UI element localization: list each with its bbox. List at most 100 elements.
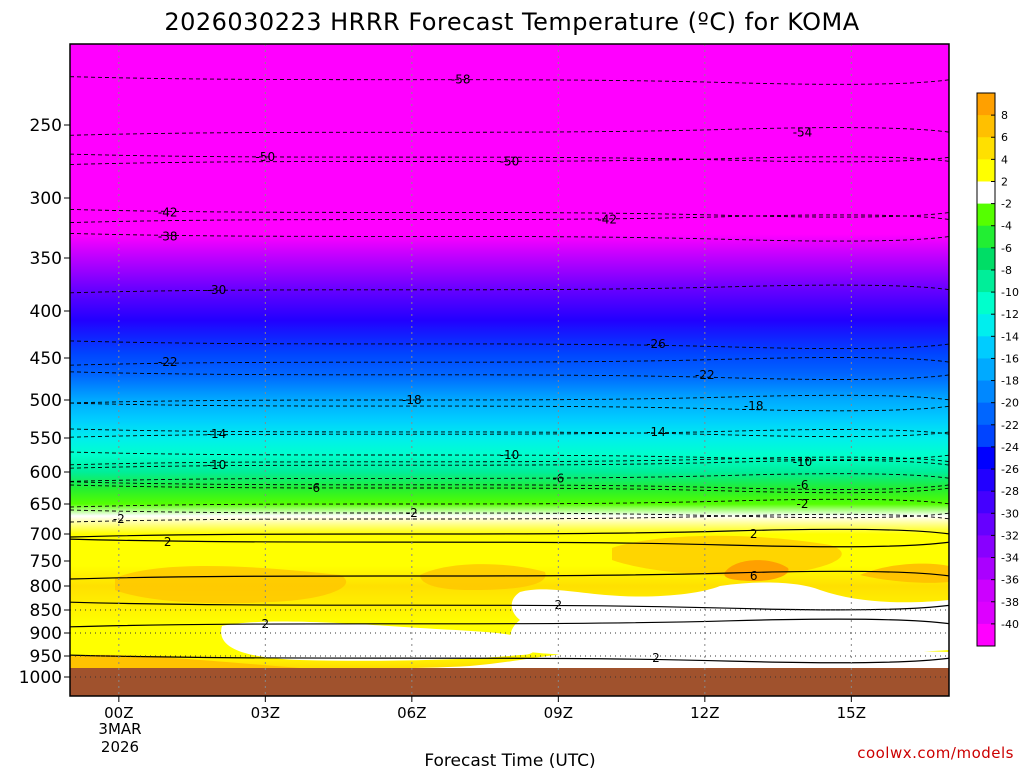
contour-line [70, 654, 949, 664]
colorbar-label: -32 [1001, 529, 1019, 542]
contour-line [70, 153, 949, 163]
x-date-line1: 3MAR [98, 720, 141, 738]
colorbar-swatch [977, 557, 995, 581]
contour-line [70, 538, 949, 548]
contour-label: 2 [262, 617, 270, 631]
warm-pocket-800 [860, 563, 949, 583]
contour-label: -22 [158, 355, 178, 369]
contour-label: -6 [552, 471, 564, 485]
colorbar-swatch [977, 402, 995, 426]
colorbar: 8 6 4 2 -2 -4 -6 -8 -10 -12 -14 -16 -18 -20 -22 -24 -26 -… [976, 92, 1019, 647]
colorbar-swatch [977, 247, 995, 271]
contour-label: -10 [500, 448, 520, 462]
credit-text: coolwx.com/models [857, 744, 1014, 762]
contour-line [70, 156, 949, 165]
colorbar-swatch [977, 601, 995, 625]
contour-line [70, 76, 949, 85]
colorbar-label: -14 [1001, 330, 1019, 343]
contour-line [70, 214, 949, 224]
y-tick-label: 1000 [19, 668, 62, 688]
contour-label: -10 [207, 458, 227, 472]
colorbar-label: 4 [1001, 153, 1008, 166]
contour-line [70, 208, 949, 218]
colorbar-swatch [977, 491, 995, 514]
contour-line [70, 460, 949, 469]
contour-line [70, 429, 949, 438]
y-tick-label: 700 [30, 525, 62, 545]
colorbar-label: -12 [1001, 308, 1019, 321]
colorbar-label: -18 [1001, 375, 1019, 388]
contour-label: 2 [652, 651, 660, 665]
colorbar-frame [976, 92, 996, 647]
colorbar-swatch [977, 358, 995, 382]
contour-label: -38 [158, 229, 178, 243]
colorbar-swatch [977, 446, 995, 470]
colorbar-label: -6 [1001, 242, 1012, 255]
contour-line [70, 284, 949, 294]
contour-line [70, 513, 949, 523]
warm-core-780 [724, 560, 789, 582]
contour-line [70, 127, 949, 136]
contour-line [70, 451, 949, 461]
contour-line [70, 428, 949, 438]
colorbar-label: 6 [1001, 131, 1008, 144]
contour-line [70, 340, 949, 350]
contour-line [70, 618, 949, 628]
colorbar-swatch [977, 115, 995, 138]
contour-line [70, 456, 949, 466]
colorbar-swatch [977, 380, 995, 404]
y-tick-label: 850 [30, 601, 62, 621]
y-tick-label: 900 [30, 624, 62, 644]
contour-label: -50 [500, 155, 520, 169]
contour-line [70, 570, 949, 580]
plot-frame [69, 43, 950, 697]
y-tick-label: 350 [30, 249, 62, 269]
contour-label: 6 [750, 569, 758, 583]
warm-pocket-850 [115, 565, 347, 604]
colorbar-label: -10 [1001, 286, 1019, 299]
x-axis: 3MAR 2026 00Z 03Z 06Z 09Z 12Z 15Z [98, 696, 866, 756]
contour-label: -26 [646, 337, 666, 351]
near-freezing-layer-900 [221, 621, 535, 661]
contour-line [70, 473, 949, 482]
colorbar-swatch [977, 181, 995, 205]
colorbar-swatch [977, 269, 995, 293]
colorbar-swatch [977, 336, 995, 359]
x-tick-label: 03Z [251, 704, 280, 722]
colorbar-swatch [977, 225, 995, 249]
colorbar-label: -24 [1001, 441, 1019, 454]
y-tick-label: 250 [30, 116, 62, 136]
y-tick-label: 600 [30, 463, 62, 483]
x-date-line2: 2026 [101, 738, 139, 756]
x-tick-label: 12Z [690, 704, 719, 722]
contour-label: -42 [158, 205, 178, 219]
plot-area: -58-54-50 -50-42-42-38-30-26-22-22-18 -18-… [70, 44, 949, 696]
colorbar-swatch [977, 292, 995, 315]
contour-label: -10 [793, 455, 813, 469]
contour-line [70, 528, 949, 538]
x-tick-label: 09Z [544, 704, 573, 722]
colorbar-swatch [977, 93, 995, 116]
y-tick-label: 550 [30, 429, 62, 449]
colorbar-label: -8 [1001, 264, 1012, 277]
x-tick-label: 06Z [397, 704, 426, 722]
colorbar-swatch [977, 535, 995, 559]
colorbar-swatch [977, 159, 995, 182]
contour-line [70, 498, 949, 508]
y-tick-label: 300 [30, 189, 62, 209]
colorbar-label: -40 [1001, 618, 1019, 631]
contour-line [70, 357, 949, 366]
colorbar-swatch [977, 623, 995, 647]
colorbar-swatch [977, 513, 995, 536]
colorbar-label: 2 [1001, 175, 1008, 188]
y-axis: 250 300 350 400 450 500 550 600 650 700 750 800 850 9… [19, 116, 70, 688]
contour-label: 2 [750, 527, 758, 541]
colorbar-swatch [977, 203, 995, 227]
near-freezing-layer-850 [510, 582, 949, 656]
contour-line [70, 371, 949, 380]
colorbar-label: -20 [1001, 397, 1019, 410]
y-tick-label: 450 [30, 349, 62, 369]
colorbar-label: -22 [1001, 419, 1019, 432]
y-tick-label: 800 [30, 577, 62, 597]
